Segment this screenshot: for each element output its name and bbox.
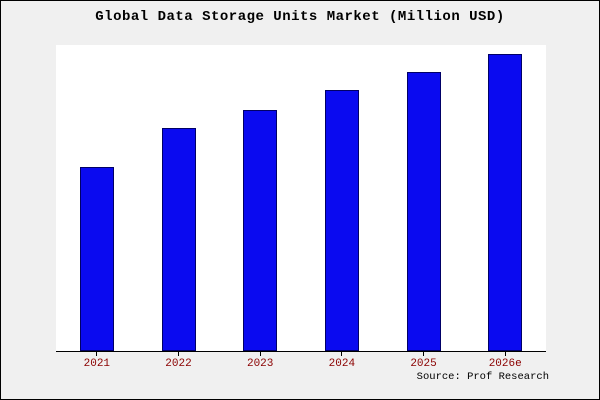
bar-column-2023: [219, 45, 301, 351]
bar-column-2022: [138, 45, 220, 351]
tick-mark-2026e: [504, 352, 506, 356]
x-tick-label-2026e: 2026e: [488, 358, 522, 370]
bar-column-2026e: [464, 45, 546, 351]
tick-mark-2022: [178, 352, 179, 356]
tick-cell-2021: [56, 352, 138, 356]
x-tick-label-2024: 2024: [328, 358, 356, 370]
x-tick-label-2021: 2021: [83, 358, 111, 370]
tick-cell-2025: [383, 352, 465, 356]
tick-mark-2024: [341, 352, 343, 356]
x-tick-label-2025: 2025: [410, 358, 437, 370]
bar-column-2021: [56, 45, 138, 351]
source-note: Source: Prof Research: [416, 371, 549, 383]
bar-2025: [406, 71, 441, 351]
tick-cell-2026e: [464, 352, 546, 356]
bar-column-2025: [383, 45, 465, 351]
tick-cell-2024: [301, 352, 383, 356]
x-axis-labels: 2021 2022 2023 2024 2025 2026e: [56, 358, 546, 370]
x-tick-label-2023: 2023: [246, 358, 274, 370]
x-axis-ticks: [56, 352, 546, 356]
bar-2023: [243, 110, 278, 351]
bars-container: [56, 45, 546, 351]
bar-2026e: [488, 53, 523, 351]
bar-2021: [79, 166, 114, 351]
x-tick-label-2022: 2022: [165, 358, 192, 370]
tick-cell-2023: [219, 352, 301, 356]
tick-mark-2021: [96, 352, 98, 356]
tick-mark-2025: [423, 352, 425, 356]
tick-mark-2023: [259, 352, 261, 356]
bar-column-2024: [301, 45, 383, 351]
plot-area: [56, 45, 546, 352]
bar-2022: [161, 128, 196, 351]
bar-2024: [324, 89, 359, 351]
chart-title: Global Data Storage Units Market (Millio…: [95, 9, 505, 25]
tick-cell-2022: [138, 352, 220, 356]
